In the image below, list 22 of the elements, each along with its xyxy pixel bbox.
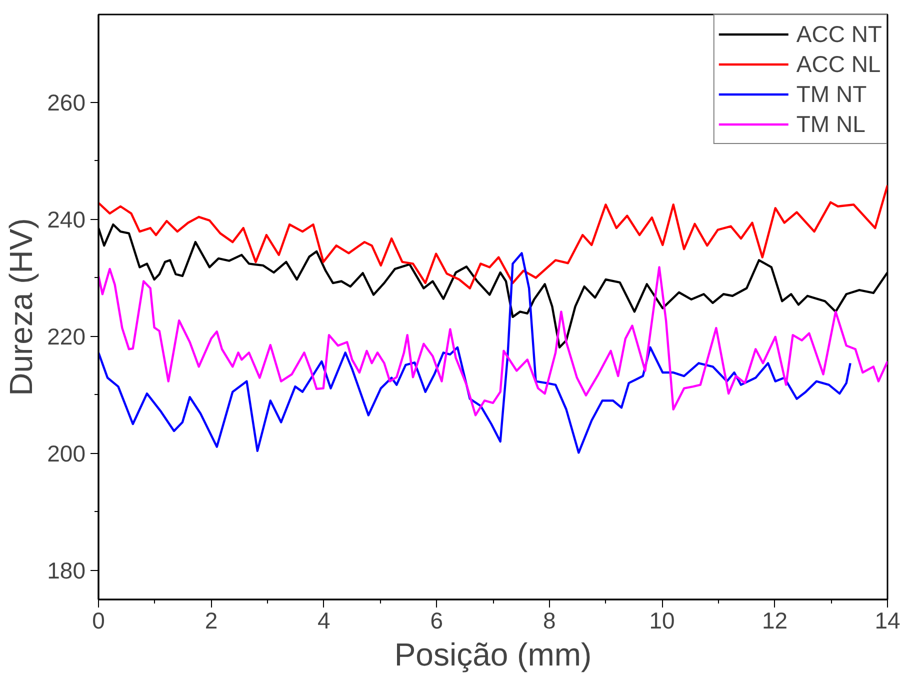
legend-label: ACC NT (796, 20, 882, 48)
legend-label: ACC NL (796, 50, 881, 78)
y-axis-title: Dureza (HV) (3, 218, 40, 396)
x-tick-label: 10 (649, 608, 675, 634)
y-tick-label: 200 (47, 440, 86, 466)
x-tick-label: 8 (542, 608, 556, 634)
x-tick-label: 4 (318, 608, 331, 634)
x-axis-title: Posição (mm) (394, 636, 592, 672)
line-series (98, 266, 888, 416)
x-tick-label: 6 (430, 608, 444, 634)
legend-label: TM NL (796, 110, 866, 138)
y-tick-label: 240 (47, 206, 86, 232)
x-tick-label: 12 (762, 608, 788, 634)
y-tick-label: 260 (47, 89, 86, 116)
x-tick-label: 14 (874, 608, 900, 634)
x-tick-label: 0 (92, 608, 105, 634)
y-tick-label: 220 (47, 323, 86, 350)
legend-label: TM NT (796, 80, 867, 108)
y-tick-label: 180 (47, 557, 86, 584)
x-tick-label: 2 (204, 608, 218, 634)
line-series (98, 252, 852, 454)
line-series (98, 184, 888, 290)
